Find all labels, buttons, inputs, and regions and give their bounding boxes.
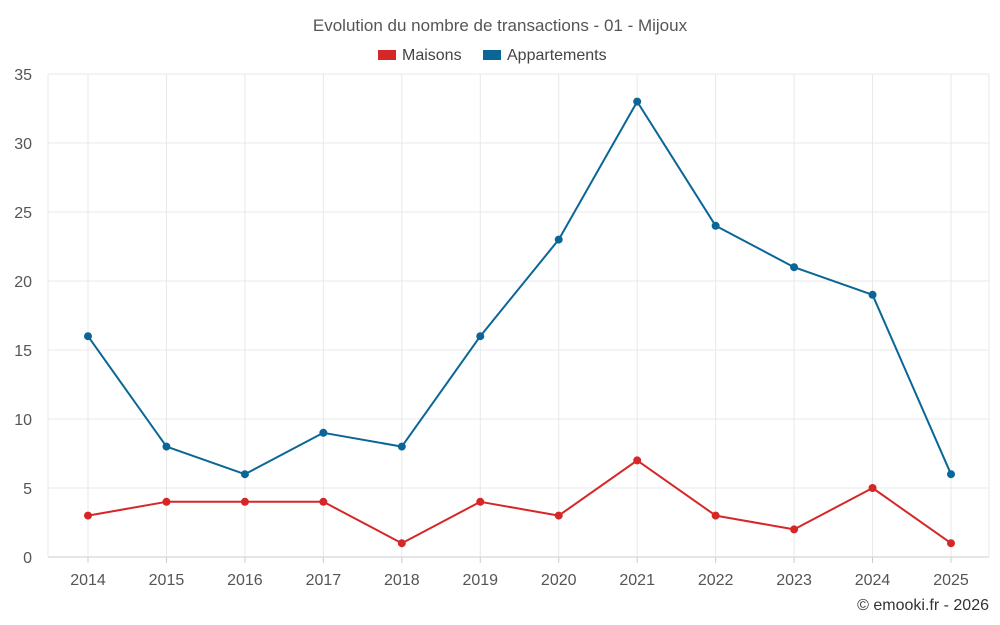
x-tick-label: 2014 xyxy=(70,572,106,589)
point-maisons-2022 xyxy=(711,511,720,520)
point-appartements-2018 xyxy=(397,442,406,451)
point-appartements-2022 xyxy=(711,221,720,230)
point-maisons-2014 xyxy=(84,511,92,520)
point-maisons-2020 xyxy=(554,511,563,520)
x-tick-label: 2016 xyxy=(227,572,263,589)
point-appartements-2021 xyxy=(633,97,642,106)
x-tick-label: 2019 xyxy=(462,572,498,589)
x-tick-label: 2017 xyxy=(306,572,342,589)
y-tick-label: 5 xyxy=(23,481,32,498)
point-appartements-2015 xyxy=(162,442,171,451)
legend-swatch-maisons xyxy=(378,50,396,60)
series-line-appartements xyxy=(87,100,952,476)
point-appartements-2025 xyxy=(947,470,955,479)
legend-label-maisons[interactable]: Maisons xyxy=(402,47,462,64)
x-tick-label: 2018 xyxy=(384,572,420,589)
y-axis: 0 5 10 15 20 25 30 35 xyxy=(14,67,32,567)
point-maisons-2023 xyxy=(790,525,799,534)
point-maisons-2021 xyxy=(633,456,642,465)
point-appartements-2014 xyxy=(84,332,92,341)
y-tick-label: 15 xyxy=(14,343,32,360)
credit-text: © emooki.fr - 2026 xyxy=(857,597,989,614)
point-appartements-2020 xyxy=(554,235,563,244)
point-maisons-2018 xyxy=(397,539,406,548)
point-maisons-2016 xyxy=(240,497,249,506)
point-appartements-2019 xyxy=(476,332,485,341)
y-tick-label: 35 xyxy=(14,67,32,84)
series-line-maisons xyxy=(87,459,952,545)
point-maisons-2015 xyxy=(162,497,171,506)
point-maisons-2025 xyxy=(947,539,955,548)
point-appartements-2023 xyxy=(790,263,799,272)
x-tick-label: 2023 xyxy=(776,572,812,589)
grid xyxy=(47,73,990,563)
x-tick-label: 2022 xyxy=(698,572,734,589)
point-appartements-2017 xyxy=(319,428,328,437)
point-maisons-2017 xyxy=(319,497,328,506)
y-tick-label: 25 xyxy=(14,205,32,222)
legend: Maisons Appartements xyxy=(378,47,607,64)
point-maisons-2024 xyxy=(868,484,877,492)
point-appartements-2024 xyxy=(868,290,877,299)
x-tick-label: 2021 xyxy=(619,572,655,589)
x-tick-label: 2025 xyxy=(933,572,969,589)
y-tick-label: 30 xyxy=(14,136,32,153)
x-tick-label: 2024 xyxy=(855,572,891,589)
chart-title: Evolution du nombre de transactions - 01… xyxy=(313,16,688,35)
x-axis: 2014 2015 2016 2017 2018 2019 2020 2021 2022 2023… xyxy=(70,572,969,589)
x-tick-label: 2020 xyxy=(541,572,577,589)
y-tick-label: 20 xyxy=(14,274,32,291)
point-appartements-2016 xyxy=(240,470,249,479)
legend-swatch-appartements xyxy=(483,50,501,60)
y-tick-label: 0 xyxy=(23,550,32,567)
point-maisons-2019 xyxy=(476,497,485,506)
y-tick-label: 10 xyxy=(14,412,32,429)
x-tick-label: 2015 xyxy=(149,572,185,589)
legend-label-appartements[interactable]: Appartements xyxy=(507,47,607,64)
series-group xyxy=(84,97,955,548)
